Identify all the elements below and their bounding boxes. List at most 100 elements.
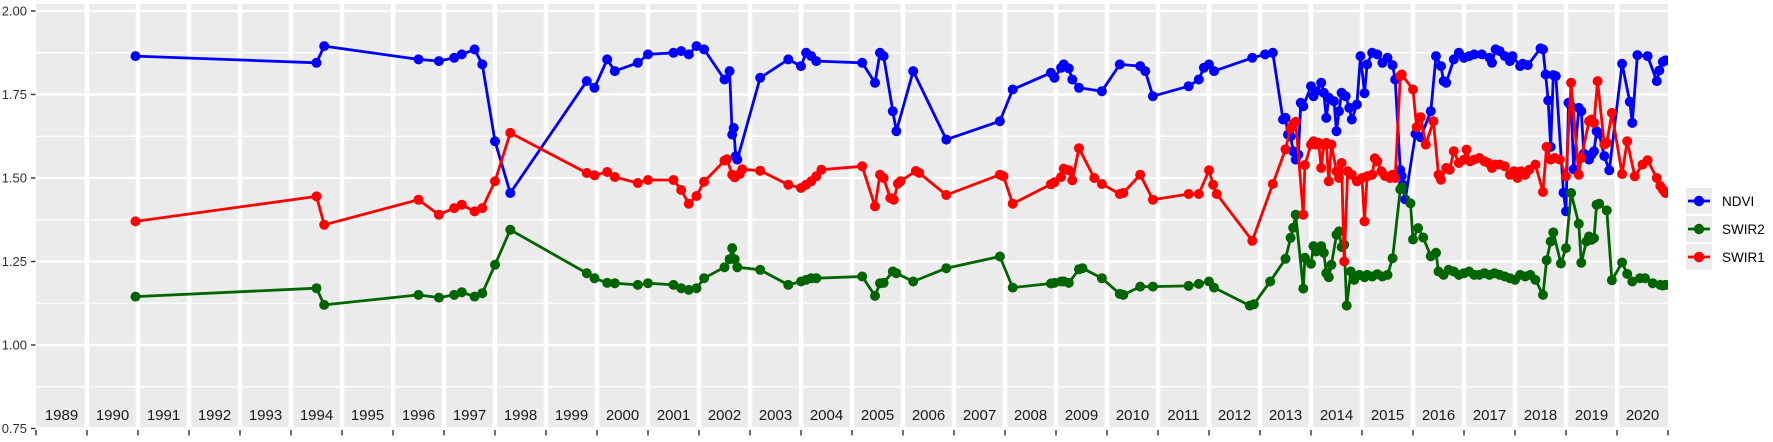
data-point-SWIR2 <box>1248 299 1259 310</box>
data-point-SWIR2 <box>1538 289 1548 300</box>
data-point-SWIR1 <box>691 191 702 201</box>
data-point-NDVI <box>1316 77 1327 88</box>
data-point-SWIR1 <box>1538 187 1548 197</box>
data-point-SWIR1 <box>878 173 889 183</box>
data-point-SWIR1 <box>1592 76 1603 87</box>
data-point-SWIR2 <box>581 268 592 279</box>
data-point-SWIR1 <box>737 164 748 175</box>
data-point-SWIR1 <box>1067 175 1078 186</box>
data-point-NDVI <box>1260 49 1271 60</box>
data-point-SWIR1 <box>1147 194 1158 205</box>
x-axis-year-label: 1992 <box>198 407 231 424</box>
data-point-NDVI <box>1247 52 1258 63</box>
data-point-NDVI <box>1576 106 1587 117</box>
x-axis-year-label: 2018 <box>1524 407 1557 424</box>
data-point-SWIR2 <box>1318 247 1329 258</box>
data-point-SWIR1 <box>1573 169 1584 180</box>
data-point-NDVI <box>1311 86 1322 97</box>
data-point-SWIR2 <box>311 283 322 294</box>
data-point-NDVI <box>1604 165 1615 176</box>
x-axis-year-label: 1999 <box>555 407 588 424</box>
gridlines <box>36 4 1668 430</box>
data-point-SWIR2 <box>1147 281 1158 292</box>
data-point-SWIR2 <box>941 263 952 274</box>
data-point-NDVI <box>1651 76 1662 87</box>
x-axis-year-label: 2015 <box>1371 407 1404 424</box>
legend-label: SWIR2 <box>1722 222 1765 237</box>
data-point-NDVI <box>1469 49 1480 60</box>
data-point-NDVI <box>581 76 592 87</box>
data-point-NDVI <box>1359 88 1370 99</box>
legend-key-point <box>1693 195 1705 207</box>
data-point-NDVI <box>1624 96 1635 107</box>
data-point-SWIR2 <box>1561 243 1571 254</box>
data-point-NDVI <box>699 44 710 55</box>
data-point-NDVI <box>490 136 500 147</box>
data-point-SWIR1 <box>589 170 600 181</box>
data-point-SWIR2 <box>994 251 1005 262</box>
data-point-SWIR1 <box>449 203 460 214</box>
data-point-NDVI <box>994 116 1005 127</box>
x-axis-year-label: 1997 <box>453 407 486 424</box>
data-point-NDVI <box>1331 126 1342 137</box>
data-point-SWIR1 <box>1326 139 1337 150</box>
data-point-SWIR1 <box>857 161 868 172</box>
data-point-SWIR2 <box>908 276 919 287</box>
x-axis-year-label: 2017 <box>1473 407 1506 424</box>
data-point-SWIR2 <box>1545 236 1556 247</box>
data-point-SWIR2 <box>727 243 738 254</box>
data-point-SWIR1 <box>632 178 643 188</box>
data-point-SWIR1 <box>433 209 444 220</box>
data-point-NDVI <box>1280 112 1291 123</box>
data-point-NDVI <box>1543 95 1554 106</box>
data-point-SWIR2 <box>1299 252 1310 263</box>
data-point-SWIR2 <box>1306 258 1316 269</box>
data-point-SWIR1 <box>1007 198 1018 209</box>
data-point-SWIR1 <box>998 171 1009 182</box>
data-point-SWIR2 <box>1418 232 1429 243</box>
data-point-SWIR1 <box>1622 136 1633 147</box>
data-point-SWIR1 <box>1589 117 1599 128</box>
legend-item-NDVI: NDVI <box>1686 188 1754 214</box>
data-point-NDVI <box>1193 74 1204 85</box>
data-point-SWIR1 <box>1334 173 1344 183</box>
legend-label: SWIR1 <box>1722 250 1765 265</box>
x-axis-year-label: 2012 <box>1218 407 1251 424</box>
data-point-SWIR1 <box>1056 172 1067 182</box>
legend: NDVI SWIR2 SWIR1 <box>1686 188 1765 270</box>
data-point-SWIR1 <box>1617 169 1628 179</box>
data-point-SWIR2 <box>1405 198 1416 209</box>
data-point-NDVI <box>1067 74 1078 85</box>
data-point-SWIR2 <box>1601 205 1612 216</box>
data-point-SWIR2 <box>477 288 488 299</box>
data-point-NDVI <box>1340 91 1351 102</box>
data-point-SWIR1 <box>581 168 592 178</box>
x-axis-year-label: 2006 <box>912 407 945 424</box>
data-point-SWIR2 <box>732 262 743 273</box>
data-point-NDVI <box>1660 55 1668 66</box>
data-point-NDVI <box>449 52 460 63</box>
legend-label: NDVI <box>1722 194 1754 209</box>
data-point-NDVI <box>1147 91 1158 102</box>
data-point-SWIR1 <box>477 203 488 214</box>
data-point-NDVI <box>1627 117 1638 128</box>
data-point-SWIR2 <box>1530 274 1541 285</box>
data-point-NDVI <box>1599 151 1610 161</box>
data-point-NDVI <box>1362 59 1373 70</box>
data-point-SWIR1 <box>1359 216 1370 227</box>
data-point-SWIR2 <box>1334 226 1344 237</box>
data-point-SWIR2 <box>699 273 710 284</box>
data-point-SWIR1 <box>1408 84 1418 95</box>
y-axis-label: 1.25 <box>2 254 27 269</box>
data-point-SWIR2 <box>891 268 902 279</box>
data-point-NDVI <box>1355 51 1366 62</box>
data-point-NDVI <box>477 59 488 70</box>
data-point-SWIR1 <box>1606 107 1617 118</box>
data-point-NDVI <box>1487 57 1497 68</box>
data-point-SWIR2 <box>1298 283 1309 294</box>
data-point-NDVI <box>887 106 898 117</box>
data-point-SWIR1 <box>1411 122 1422 133</box>
data-point-SWIR1 <box>469 206 480 217</box>
data-point-SWIR2 <box>1622 268 1633 279</box>
data-point-SWIR1 <box>311 191 322 202</box>
